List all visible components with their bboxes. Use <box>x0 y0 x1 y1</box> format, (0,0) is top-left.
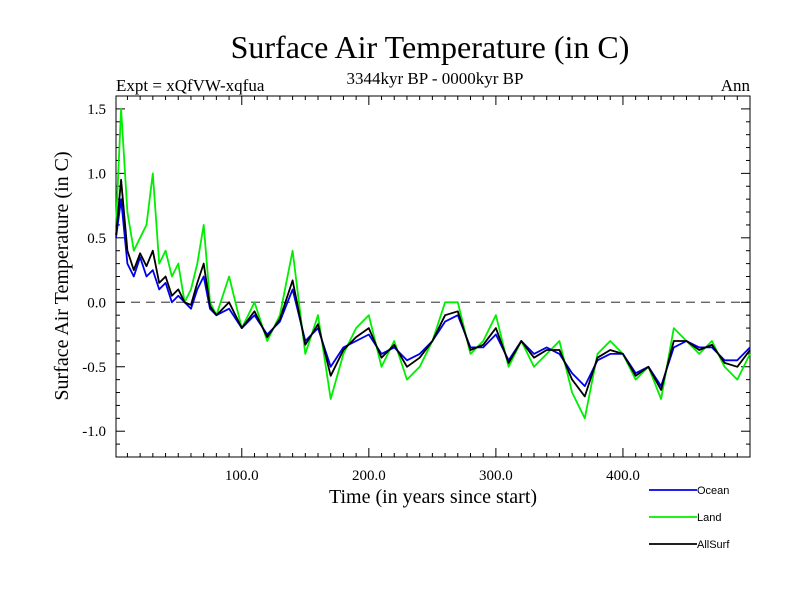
x-tick-label: 400.0 <box>606 468 640 484</box>
time-range-label: 3344kyr BP - 0000kyr BP <box>347 69 524 88</box>
series-line-allsurf <box>115 178 751 398</box>
experiment-label: Expt = xQfVW-xqfua <box>116 76 265 95</box>
legend-label-ocean: Ocean <box>697 485 729 497</box>
legend: Ocean Land AllSurf <box>649 485 730 551</box>
x-axis-label: Time (in years since start) <box>329 486 537 508</box>
x-tick-label: 100.0 <box>225 468 259 484</box>
y-tick-label: 1.5 <box>87 102 106 118</box>
legend-label-land: Land <box>697 512 721 524</box>
series-line-ocean <box>115 198 751 388</box>
y-tick-label: -1.0 <box>82 424 106 440</box>
x-tick-label: 300.0 <box>479 468 513 484</box>
y-tick-label: 0.0 <box>87 295 106 311</box>
series-lines <box>115 108 751 420</box>
legend-label-allsurf: AllSurf <box>697 539 730 551</box>
season-label: Ann <box>721 76 751 95</box>
y-axis-label: Surface Air Temperature (in C) <box>51 151 73 400</box>
x-axis: 100.0 200.0 300.0 400.0 <box>126 96 738 484</box>
series-line-land <box>115 108 751 420</box>
y-tick-label: 1.0 <box>87 166 106 182</box>
plot-area <box>115 95 751 458</box>
y-tick-label: -0.5 <box>82 360 106 376</box>
y-tick-label: 0.5 <box>87 231 106 247</box>
chart-title: Surface Air Temperature (in C) <box>231 29 630 65</box>
y-axis: -1.0 -0.5 0.0 0.5 1.0 1.5 <box>82 102 750 445</box>
x-tick-label: 200.0 <box>352 468 386 484</box>
